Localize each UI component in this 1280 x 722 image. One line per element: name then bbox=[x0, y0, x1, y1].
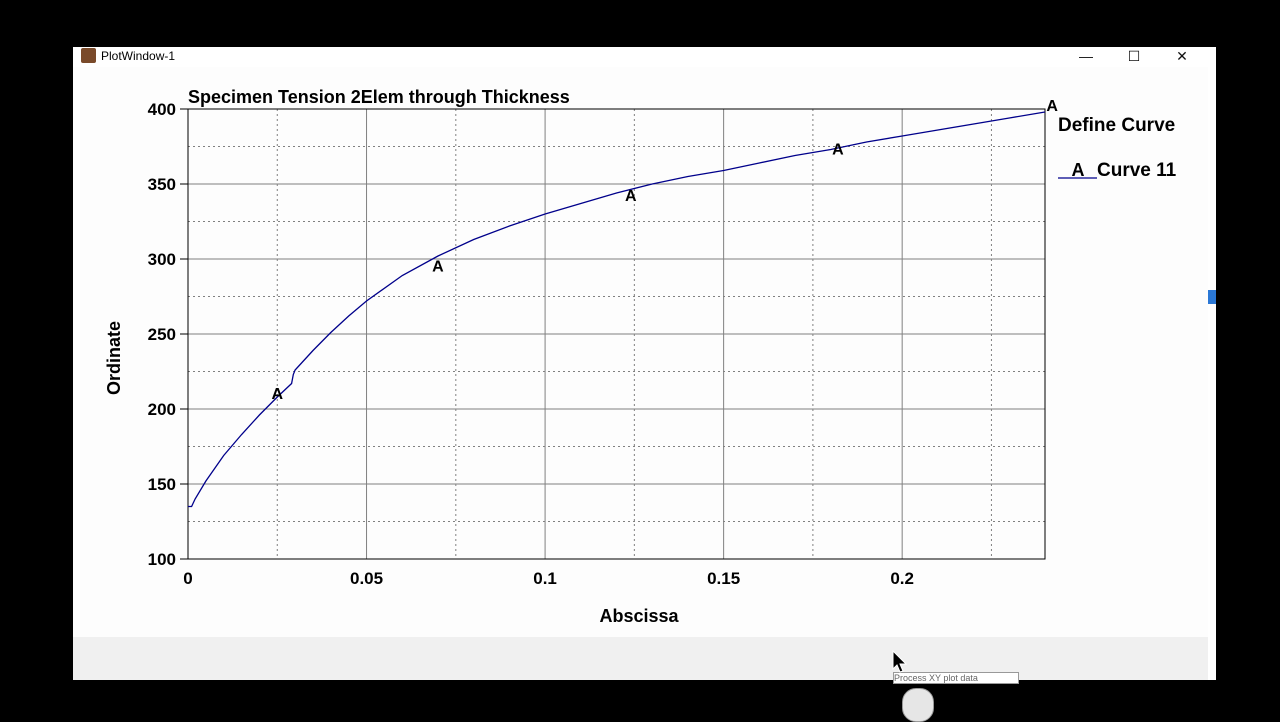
legend-label: Curve 11 bbox=[1097, 160, 1177, 181]
x-tick-label: 0.1 bbox=[533, 569, 557, 588]
window-title: PlotWindow-1 bbox=[101, 49, 176, 63]
y-tick-label: 150 bbox=[148, 475, 176, 494]
curve-marker-a: A bbox=[271, 386, 283, 403]
x-axis-label: Abscissa bbox=[599, 606, 679, 626]
curve-11-line bbox=[188, 111, 1046, 508]
legend-marker: A bbox=[1072, 160, 1085, 180]
mouse-pointer-icon bbox=[892, 650, 908, 673]
legend-entry-curve-11: A Curve 11 bbox=[1058, 160, 1177, 181]
background-window-accent bbox=[1208, 290, 1216, 304]
y-tick-label: 250 bbox=[148, 325, 176, 344]
close-button[interactable]: ✕ bbox=[1176, 48, 1188, 64]
y-tick-label: 200 bbox=[148, 400, 176, 419]
x-tick-label: 0.15 bbox=[707, 569, 740, 588]
mouse-device-icon bbox=[902, 688, 934, 722]
plot-window: PlotWindow-1 — ☐ ✕ bbox=[73, 47, 1208, 680]
tooltip: Process XY plot data bbox=[893, 672, 1019, 684]
chart-title: Specimen Tension 2Elem through Thickness bbox=[188, 87, 570, 107]
title-bar[interactable]: PlotWindow-1 — ☐ ✕ bbox=[73, 47, 1208, 65]
background-window-edge bbox=[1208, 47, 1216, 680]
minimize-button[interactable]: — bbox=[1079, 48, 1093, 64]
legend-title: Define Curve bbox=[1058, 115, 1175, 136]
y-axis-label: Ordinate bbox=[104, 321, 124, 395]
curve-marker-a: A bbox=[625, 188, 637, 205]
curve-marker-a: A bbox=[432, 259, 444, 276]
x-tick-label: 0.05 bbox=[350, 569, 383, 588]
app-icon bbox=[81, 48, 96, 63]
x-tick-label: 0.2 bbox=[890, 569, 914, 588]
y-tick-label: 100 bbox=[148, 550, 176, 569]
plot-area[interactable] bbox=[73, 67, 1208, 637]
y-tick-label: 300 bbox=[148, 250, 176, 269]
axes: 0 0.05 0.1 0.15 0.2 100 150 200 250 300 350 400 bbox=[148, 100, 914, 588]
curve-marker-a: A bbox=[1046, 98, 1058, 115]
y-tick-label: 350 bbox=[148, 175, 176, 194]
maximize-button[interactable]: ☐ bbox=[1127, 48, 1141, 64]
y-tick-label: 400 bbox=[148, 100, 176, 119]
x-tick-label: 0 bbox=[183, 569, 192, 588]
curve-marker-a: A bbox=[832, 142, 844, 159]
curve-markers: A A A A A bbox=[271, 98, 1058, 403]
grid bbox=[188, 109, 1045, 559]
